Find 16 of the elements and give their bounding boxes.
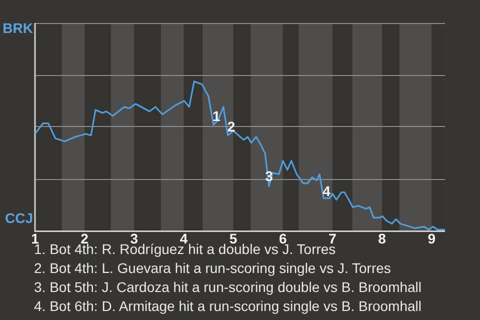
annotation: 2: [227, 118, 236, 135]
x-tick-label: 9: [428, 230, 436, 246]
annotation: 1: [212, 108, 221, 124]
text: BRK: [2, 20, 33, 36]
x-tick-label: 5: [229, 230, 238, 246]
x-tick-label: 6: [278, 230, 287, 246]
annotation: 3: [265, 168, 274, 184]
x-tick-label: 3: [130, 230, 138, 246]
text: 3. Bot 5th: J. Cardoza hit a run-scoring double vs B. Broomhall: [34, 278, 422, 297]
text: 2. Bot 4th: L. Guevara hit a run-scoring single vs J. Torres: [34, 259, 392, 278]
x-tick-label: 4: [180, 230, 188, 246]
annotation: 4: [322, 183, 331, 200]
x-tick-label: 7: [328, 230, 337, 246]
text: CCJ: [4, 210, 33, 226]
x-tick-label: 8: [378, 230, 386, 246]
text: 4. Bot 6th: D. Armitage hit a run-scoring single vs B. Broomhall: [34, 297, 422, 316]
